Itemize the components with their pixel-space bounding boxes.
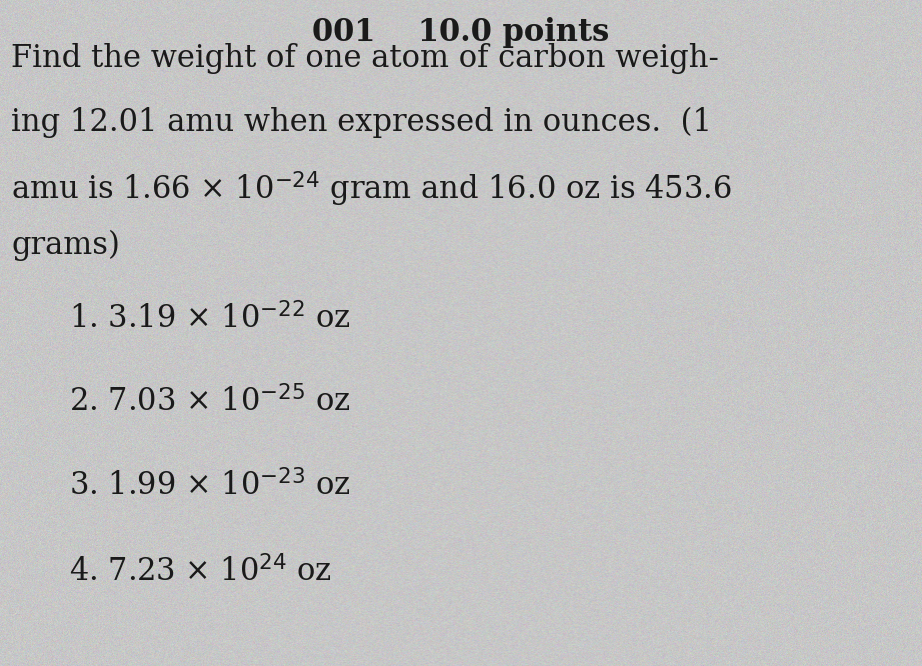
Text: amu is 1.66 × 10$^{-24}$ gram and 16.0 oz is 453.6: amu is 1.66 × 10$^{-24}$ gram and 16.0 o… <box>11 170 732 209</box>
Text: 1. 3.19 × 10$^{-22}$ oz: 1. 3.19 × 10$^{-22}$ oz <box>69 303 351 336</box>
Text: Find the weight of one atom of carbon weigh-: Find the weight of one atom of carbon we… <box>11 43 719 75</box>
Text: 4. 7.23 × 10$^{24}$ oz: 4. 7.23 × 10$^{24}$ oz <box>69 556 332 589</box>
Text: 2. 7.03 × 10$^{-25}$ oz: 2. 7.03 × 10$^{-25}$ oz <box>69 386 351 419</box>
Text: 001    10.0 points: 001 10.0 points <box>313 17 609 48</box>
Text: ing 12.01 amu when expressed in ounces.  (1: ing 12.01 amu when expressed in ounces. … <box>11 107 712 138</box>
Text: 3. 1.99 × 10$^{-23}$ oz: 3. 1.99 × 10$^{-23}$ oz <box>69 470 351 502</box>
Text: grams): grams) <box>11 230 120 261</box>
